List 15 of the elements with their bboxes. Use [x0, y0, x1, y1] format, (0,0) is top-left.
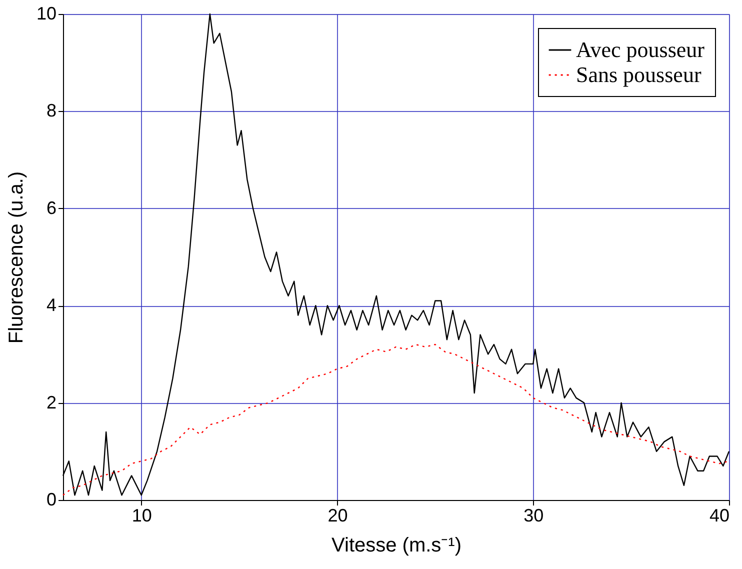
y-tick-label: 0 [46, 490, 56, 510]
x-tick-label: 30 [524, 506, 544, 526]
x-tick-label: 10 [132, 506, 152, 526]
y-tick-label: 6 [46, 198, 56, 218]
x-tick-label: 40 [709, 506, 730, 526]
y-tick-label: 2 [46, 392, 56, 412]
y-tick-label: 4 [46, 295, 56, 316]
x-axis-title: Vitesse (m.s⁻¹) [332, 534, 462, 556]
y-axis-title: Fluorescence (u.a.) [5, 171, 28, 344]
legend-label: Sans pousseur [576, 62, 702, 87]
legend-label: Avec pousseur [576, 37, 706, 62]
y-tick-label: 10 [36, 4, 56, 24]
y-tick-label: 8 [46, 100, 56, 121]
x-tick-label: 20 [328, 506, 348, 526]
line-series [62, 344, 730, 496]
